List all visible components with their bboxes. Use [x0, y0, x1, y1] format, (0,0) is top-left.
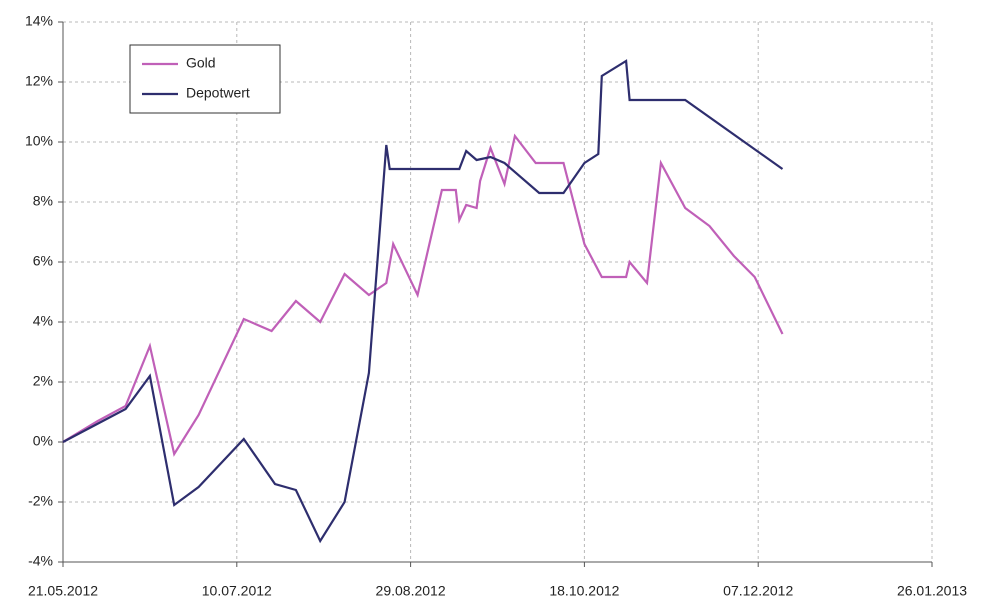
- y-tick-label: 8%: [33, 193, 53, 209]
- y-tick-label: 12%: [25, 73, 53, 89]
- series-line: [62, 59, 784, 544]
- y-tick-label: -2%: [28, 493, 53, 509]
- legend-label: Gold: [186, 55, 216, 71]
- y-tick-label: 14%: [25, 13, 53, 29]
- x-tick-label: 10.07.2012: [202, 583, 272, 599]
- y-tick-label: 6%: [33, 253, 53, 269]
- y-tick-label: 4%: [33, 313, 53, 329]
- series-line: [62, 133, 784, 457]
- y-tick-label: 10%: [25, 133, 53, 149]
- legend-label: Depotwert: [186, 85, 250, 101]
- x-tick-label: 07.12.2012: [723, 583, 793, 599]
- x-tick-label: 21.05.2012: [28, 583, 98, 599]
- y-tick-label: 2%: [33, 373, 53, 389]
- legend-box: [129, 44, 281, 114]
- x-tick-label: 18.10.2012: [549, 583, 619, 599]
- x-tick-label: 26.01.2013: [897, 583, 967, 599]
- y-tick-label: -4%: [28, 553, 53, 569]
- x-tick-label: 29.08.2012: [376, 583, 446, 599]
- y-tick-label: 0%: [33, 433, 53, 449]
